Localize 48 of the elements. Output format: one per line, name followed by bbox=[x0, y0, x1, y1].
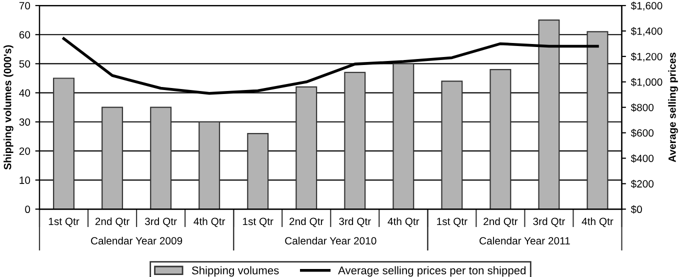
y2-tick-label: $1,600 bbox=[630, 2, 662, 11]
bar bbox=[392, 63, 414, 210]
y-tick-label: 10 bbox=[20, 176, 30, 184]
bar bbox=[538, 20, 560, 210]
text: Calendar Year 2010 bbox=[285, 236, 376, 245]
y-tick-label: 70 bbox=[19, 2, 30, 10]
x-tick-label: 1st Qtr bbox=[243, 218, 274, 227]
y-tick-label: 30 bbox=[19, 118, 30, 126]
bar bbox=[198, 121, 220, 210]
y-tick-label: 60 bbox=[19, 31, 30, 38]
bar bbox=[296, 86, 318, 210]
y2-axis-title: Average selling prices bbox=[668, 52, 678, 162]
x-tick-label: 2nd Qtr bbox=[95, 217, 130, 227]
bar bbox=[441, 80, 463, 210]
bar bbox=[586, 31, 608, 210]
y2-tick-label: $200 bbox=[630, 180, 654, 188]
x-tick-label: 2nd Qtr bbox=[484, 217, 518, 227]
legend-label: Average selling prices per ton shipped bbox=[338, 266, 526, 277]
x-tick-label: 3rd Qtr bbox=[339, 217, 371, 227]
x-tick-label: 2nd Qtr bbox=[290, 217, 324, 227]
x-tick-label: 4th Qtr bbox=[582, 217, 614, 227]
y-axis-title: Shipping volumes (000's) bbox=[4, 45, 14, 170]
y2-tick-label: $600 bbox=[630, 128, 654, 138]
y-tick-label: 0 bbox=[25, 206, 30, 214]
x-tick-label: 1st Qtr bbox=[48, 218, 80, 227]
y2-tick-label: $1,200 bbox=[630, 52, 662, 62]
y2-tick-label: $1,400 bbox=[630, 27, 662, 36]
x-tick-label: 3rd Qtr bbox=[533, 217, 566, 227]
bar bbox=[53, 78, 75, 210]
y-tick-label: 50 bbox=[19, 60, 30, 68]
y-tick-label: 20 bbox=[19, 147, 30, 155]
text: Calendar Year 2011 bbox=[480, 236, 570, 245]
y2-tick-label: $1,000 bbox=[630, 78, 662, 87]
y2-tick-label: $0 bbox=[630, 205, 642, 214]
x-tick-label: 4th Qtr bbox=[194, 217, 226, 227]
bar bbox=[247, 132, 269, 210]
bar bbox=[344, 72, 366, 210]
y2-tick-label: $800 bbox=[630, 103, 654, 112]
y-tick-label: 40 bbox=[19, 89, 30, 97]
x-tick-label: 3rd Qtr bbox=[144, 217, 177, 227]
x-tick-label: 4th Qtr bbox=[388, 217, 420, 227]
y2-tick-label: $400 bbox=[630, 154, 654, 163]
bar bbox=[150, 106, 172, 210]
bar bbox=[102, 106, 124, 210]
text: Calendar Year 2009 bbox=[91, 236, 182, 245]
bar bbox=[490, 68, 512, 210]
legend-label: Shipping volumes bbox=[192, 266, 279, 277]
x-tick-label: 1st Qtr bbox=[437, 218, 468, 227]
